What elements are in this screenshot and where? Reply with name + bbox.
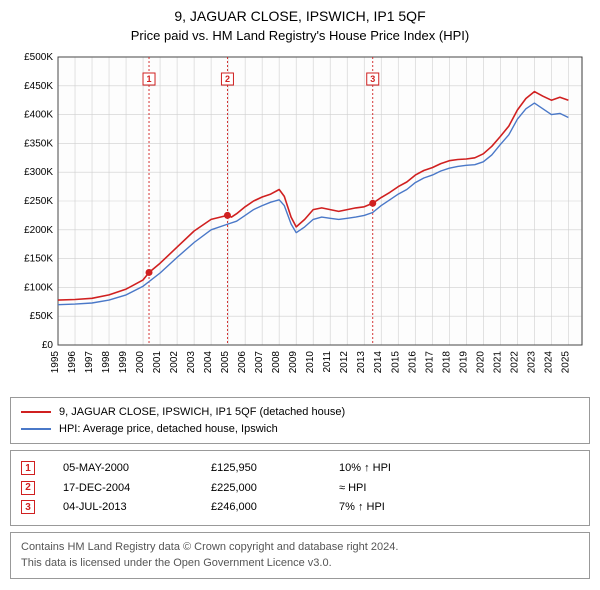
svg-text:1996: 1996 — [67, 351, 78, 374]
svg-text:2000: 2000 — [135, 351, 146, 374]
svg-text:2023: 2023 — [526, 351, 537, 374]
svg-text:£300K: £300K — [24, 167, 53, 178]
page-subtitle: Price paid vs. HM Land Registry's House … — [10, 28, 590, 43]
svg-text:2003: 2003 — [186, 351, 197, 374]
event-row: 1 05-MAY-2000 £125,950 10% ↑ HPI — [21, 460, 579, 477]
svg-text:£500K: £500K — [24, 52, 53, 63]
svg-text:2021: 2021 — [492, 351, 503, 374]
svg-text:2010: 2010 — [305, 351, 316, 374]
event-marker: 2 — [21, 481, 35, 495]
svg-text:2006: 2006 — [237, 351, 248, 374]
price-chart: £0 £50K £100K £150K £200K £250K £300K £350K £400… — [10, 51, 590, 391]
legend-swatch — [21, 411, 51, 413]
svg-text:2024: 2024 — [543, 351, 554, 374]
legend-label: HPI: Average price, detached house, Ipsw… — [59, 421, 278, 438]
svg-text:1999: 1999 — [118, 351, 129, 374]
svg-text:1997: 1997 — [84, 351, 95, 374]
event-price: £246,000 — [211, 499, 311, 516]
legend-item: HPI: Average price, detached house, Ipsw… — [21, 421, 579, 438]
event-relation: 10% ↑ HPI — [339, 460, 459, 477]
event-marker: 3 — [21, 500, 35, 514]
svg-text:£50K: £50K — [30, 311, 54, 322]
legend-item: 9, JAGUAR CLOSE, IPSWICH, IP1 5QF (detac… — [21, 404, 579, 421]
svg-text:2005: 2005 — [220, 351, 231, 374]
svg-text:2001: 2001 — [152, 351, 163, 374]
event-relation: 7% ↑ HPI — [339, 499, 459, 516]
legend: 9, JAGUAR CLOSE, IPSWICH, IP1 5QF (detac… — [10, 397, 590, 444]
svg-text:£350K: £350K — [24, 138, 53, 149]
event-marker: 1 — [21, 461, 35, 475]
legend-label: 9, JAGUAR CLOSE, IPSWICH, IP1 5QF (detac… — [59, 404, 345, 421]
event-date: 04-JUL-2013 — [63, 499, 183, 516]
footer-line-1: Contains HM Land Registry data © Crown c… — [21, 539, 579, 556]
svg-text:2016: 2016 — [407, 351, 418, 374]
svg-text:2007: 2007 — [254, 351, 265, 374]
svg-text:2008: 2008 — [271, 351, 282, 374]
svg-text:2025: 2025 — [560, 351, 571, 374]
svg-text:2011: 2011 — [322, 351, 333, 373]
event-price: £225,000 — [211, 480, 311, 497]
event-row: 3 04-JUL-2013 £246,000 7% ↑ HPI — [21, 499, 579, 516]
svg-text:£150K: £150K — [24, 254, 53, 265]
svg-text:2013: 2013 — [356, 351, 367, 374]
svg-text:2015: 2015 — [390, 351, 401, 374]
page-title: 9, JAGUAR CLOSE, IPSWICH, IP1 5QF — [10, 8, 590, 24]
svg-text:2022: 2022 — [509, 351, 520, 374]
svg-text:3: 3 — [370, 74, 375, 84]
event-row: 2 17-DEC-2004 £225,000 ≈ HPI — [21, 480, 579, 497]
svg-text:£400K: £400K — [24, 110, 53, 121]
svg-text:2004: 2004 — [203, 351, 214, 374]
svg-text:2009: 2009 — [288, 351, 299, 374]
svg-text:1995: 1995 — [50, 351, 61, 374]
svg-text:£450K: £450K — [24, 81, 53, 92]
svg-text:1: 1 — [147, 74, 152, 84]
footer-line-2: This data is licensed under the Open Gov… — [21, 555, 579, 572]
svg-text:2020: 2020 — [475, 351, 486, 374]
svg-text:2002: 2002 — [169, 351, 180, 374]
svg-text:£0: £0 — [42, 340, 54, 351]
event-date: 05-MAY-2000 — [63, 460, 183, 477]
event-date: 17-DEC-2004 — [63, 480, 183, 497]
svg-text:2019: 2019 — [458, 351, 469, 374]
svg-text:2018: 2018 — [441, 351, 452, 374]
svg-text:2014: 2014 — [373, 351, 384, 374]
event-relation: ≈ HPI — [339, 480, 459, 497]
svg-text:1998: 1998 — [101, 351, 112, 374]
event-price: £125,950 — [211, 460, 311, 477]
svg-text:2012: 2012 — [339, 351, 350, 374]
legend-swatch — [21, 428, 51, 430]
footer-attribution: Contains HM Land Registry data © Crown c… — [10, 532, 590, 579]
svg-text:2: 2 — [225, 74, 230, 84]
events-table: 1 05-MAY-2000 £125,950 10% ↑ HPI 2 17-DEC-200… — [10, 450, 590, 526]
svg-text:£200K: £200K — [24, 225, 53, 236]
svg-text:£100K: £100K — [24, 282, 53, 293]
svg-text:2017: 2017 — [424, 351, 435, 374]
svg-text:£250K: £250K — [24, 196, 53, 207]
